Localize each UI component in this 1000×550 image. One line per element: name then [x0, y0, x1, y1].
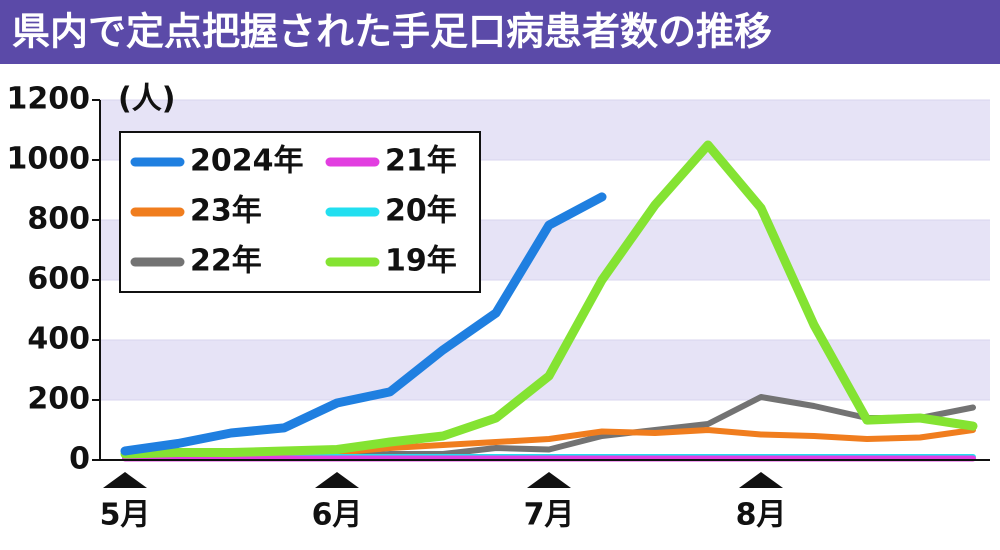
legend-label: 21年: [385, 144, 457, 179]
y-tick-label: 1200: [7, 82, 91, 117]
month-marker: [315, 472, 359, 488]
title-bar: [0, 0, 1000, 64]
legend-label: 22年: [190, 244, 262, 279]
month-marker: [103, 472, 147, 488]
x-tick-label: 7月: [524, 498, 575, 533]
x-tick-label: 6月: [312, 498, 363, 533]
grid-band: [100, 340, 990, 400]
y-axis-label: (人): [118, 82, 175, 117]
x-tick-label: 5月: [100, 498, 151, 533]
y-tick-label: 600: [27, 262, 90, 297]
month-marker: [739, 472, 783, 488]
chart-title: 県内で定点把握された手足口病患者数の推移: [12, 10, 772, 54]
series-line: [120, 192, 607, 456]
y-tick-label: 400: [27, 322, 90, 357]
legend-label: 23年: [190, 194, 262, 229]
y-tick-label: 0: [69, 442, 90, 477]
month-marker: [527, 472, 571, 488]
y-tick-label: 200: [27, 382, 90, 417]
y-tick-label: 800: [27, 202, 90, 237]
legend-label: 2024年: [190, 144, 304, 179]
series-line: [120, 140, 978, 459]
legend-label: 20年: [385, 194, 457, 229]
x-tick-label: 8月: [736, 498, 787, 533]
y-tick-label: 1000: [7, 142, 91, 177]
legend-label: 19年: [385, 244, 457, 279]
